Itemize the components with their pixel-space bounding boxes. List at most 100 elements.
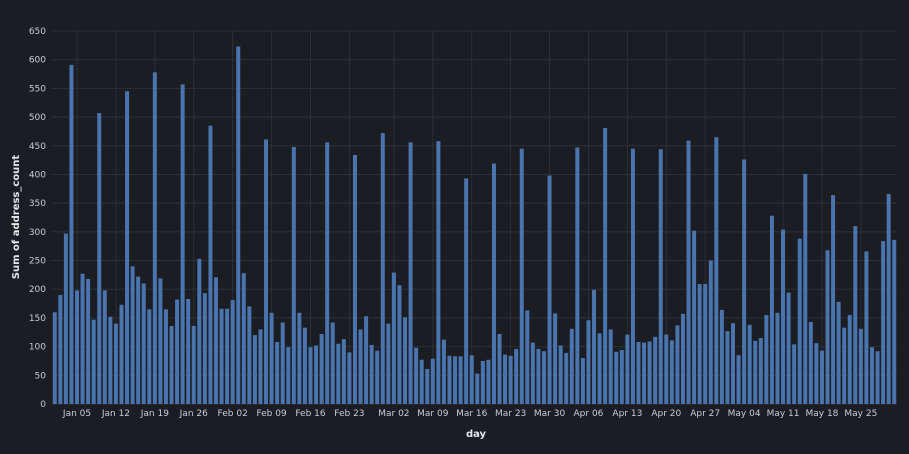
bar[interactable] <box>202 293 207 404</box>
bar[interactable] <box>847 315 852 404</box>
bar[interactable] <box>414 347 419 404</box>
bar[interactable] <box>658 149 663 404</box>
bar[interactable] <box>458 356 463 404</box>
bar[interactable] <box>330 322 335 404</box>
bar[interactable] <box>80 273 85 404</box>
bar[interactable] <box>347 352 352 404</box>
bar[interactable] <box>630 148 635 404</box>
bar[interactable] <box>869 347 874 404</box>
bar[interactable] <box>419 359 424 404</box>
bar[interactable] <box>280 322 285 404</box>
bar[interactable] <box>753 340 758 404</box>
bar[interactable] <box>386 323 391 404</box>
bar[interactable] <box>375 350 380 404</box>
bar[interactable] <box>653 336 658 404</box>
bar[interactable] <box>180 84 185 405</box>
bar[interactable] <box>525 310 530 404</box>
bar[interactable] <box>169 325 174 404</box>
bar[interactable] <box>125 91 130 404</box>
bar[interactable] <box>75 290 80 404</box>
bar[interactable] <box>836 301 841 404</box>
bar[interactable] <box>230 300 235 404</box>
bar[interactable] <box>86 278 91 404</box>
bar[interactable] <box>564 352 569 404</box>
bar[interactable] <box>797 238 802 404</box>
bar[interactable] <box>130 266 135 404</box>
bar[interactable] <box>163 309 168 404</box>
bar[interactable] <box>831 195 836 404</box>
bar[interactable] <box>714 137 719 404</box>
bar[interactable] <box>625 334 630 404</box>
bar[interactable] <box>614 351 619 404</box>
bar[interactable] <box>480 360 485 404</box>
bar[interactable] <box>136 276 141 404</box>
bar[interactable] <box>191 325 196 404</box>
bar[interactable] <box>864 251 869 404</box>
bar[interactable] <box>519 148 524 404</box>
bar[interactable] <box>558 345 563 404</box>
bar[interactable] <box>147 309 152 404</box>
bar[interactable] <box>731 323 735 404</box>
bar[interactable] <box>352 154 357 404</box>
bar[interactable] <box>141 283 146 404</box>
bar[interactable] <box>108 316 113 404</box>
bar[interactable] <box>119 304 124 404</box>
bar[interactable] <box>453 356 458 404</box>
bar[interactable] <box>341 339 346 404</box>
bar[interactable] <box>764 315 769 404</box>
bar[interactable] <box>486 359 491 404</box>
bar[interactable] <box>269 312 274 404</box>
bar[interactable] <box>314 345 319 404</box>
bar[interactable] <box>397 285 402 404</box>
bar[interactable] <box>692 230 697 404</box>
bar[interactable] <box>803 173 808 404</box>
bar[interactable] <box>664 334 669 404</box>
bar[interactable] <box>225 308 230 404</box>
bar[interactable] <box>508 355 513 404</box>
bar[interactable] <box>886 193 891 404</box>
bar[interactable] <box>308 347 313 404</box>
bar[interactable] <box>264 139 269 404</box>
bar[interactable] <box>680 313 685 404</box>
bar[interactable] <box>603 127 608 404</box>
bar[interactable] <box>358 329 363 404</box>
bar[interactable] <box>186 298 191 404</box>
bar[interactable] <box>208 125 213 405</box>
bar[interactable] <box>569 328 574 404</box>
bar[interactable] <box>175 299 180 404</box>
bar[interactable] <box>747 324 752 404</box>
bar[interactable] <box>219 308 224 404</box>
bar[interactable] <box>858 328 863 404</box>
bar[interactable] <box>430 358 435 404</box>
bar[interactable] <box>464 178 469 404</box>
bar[interactable] <box>286 347 291 404</box>
bar[interactable] <box>380 133 385 404</box>
bar[interactable] <box>364 316 369 404</box>
bar[interactable] <box>503 354 508 404</box>
bar[interactable] <box>325 142 330 404</box>
bar[interactable] <box>725 331 730 404</box>
bar[interactable] <box>636 342 641 404</box>
bar[interactable] <box>436 141 441 404</box>
bar[interactable] <box>391 272 396 404</box>
bar[interactable] <box>113 323 118 404</box>
bar[interactable] <box>875 351 880 404</box>
bar[interactable] <box>236 46 241 405</box>
bar[interactable] <box>842 327 847 404</box>
bar[interactable] <box>686 140 691 404</box>
bar[interactable] <box>441 339 446 404</box>
bar[interactable] <box>825 250 830 404</box>
bar[interactable] <box>469 355 474 404</box>
bar[interactable] <box>586 320 591 404</box>
bar[interactable] <box>69 64 74 405</box>
bar[interactable] <box>536 348 541 404</box>
bar[interactable] <box>258 329 263 404</box>
bar[interactable] <box>675 325 680 404</box>
bar[interactable] <box>63 233 68 404</box>
bar[interactable] <box>247 306 252 404</box>
bar[interactable] <box>530 342 535 404</box>
bar[interactable] <box>719 309 724 404</box>
bar[interactable] <box>608 329 613 404</box>
bar[interactable] <box>52 312 57 404</box>
bar[interactable] <box>214 277 218 404</box>
